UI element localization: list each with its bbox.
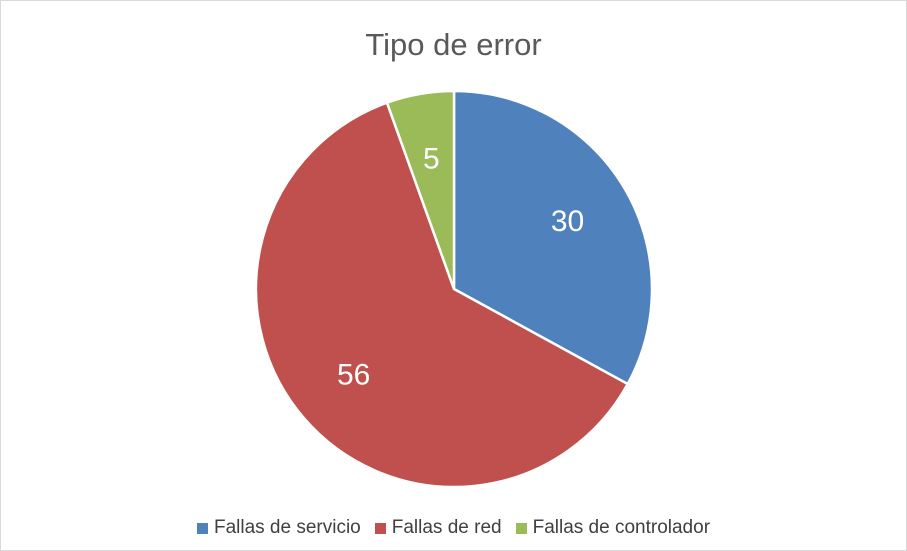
data-label-fallas-de-servicio: 30 <box>551 205 584 238</box>
legend-swatch <box>515 522 527 534</box>
legend-label: Fallas de red <box>391 517 502 538</box>
data-label-fallas-de-controlador: 5 <box>423 142 440 175</box>
legend-swatch <box>374 522 386 534</box>
legend-item-fallas-de-servicio: Fallas de servicio <box>196 517 361 539</box>
chart-legend: Fallas de servicio Fallas de red Fallas de… <box>1 517 906 539</box>
legend-item-fallas-de-red: Fallas de red <box>374 517 502 539</box>
pie-slices <box>254 89 654 489</box>
legend-swatch <box>196 522 208 534</box>
legend-label: Fallas de controlador <box>532 517 711 538</box>
pie-slice-fallas-de-controlador <box>385 89 456 291</box>
data-label-fallas-de-red: 56 <box>337 358 370 391</box>
pie-slice-fallas-de-servicio <box>452 89 654 386</box>
pie-slice-fallas-de-red <box>254 101 629 489</box>
legend-item-fallas-de-controlador: Fallas de controlador <box>515 517 711 539</box>
legend-label: Fallas de servicio <box>213 517 361 538</box>
pie-data-labels: 30 56 5 <box>337 142 584 391</box>
chart-title: Tipo de error <box>365 27 542 62</box>
